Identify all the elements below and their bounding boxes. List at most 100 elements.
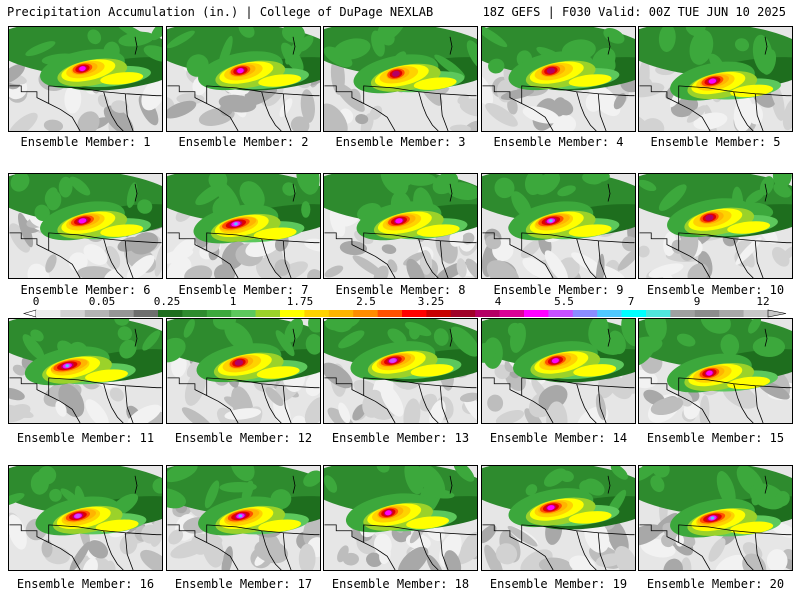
colorbar-swatch xyxy=(182,310,208,317)
member-label: Ensemble Member: 11 xyxy=(16,431,155,445)
precip-map xyxy=(324,466,477,570)
ensemble-panel-3 xyxy=(323,26,478,132)
member-label: Ensemble Member: 7 xyxy=(178,283,309,297)
ensemble-panel-17 xyxy=(166,465,321,571)
ensemble-panel-14 xyxy=(481,318,636,424)
colorbar-swatch xyxy=(694,310,720,317)
precip-map xyxy=(167,174,320,278)
colorbar-tick-label: 12 xyxy=(756,295,769,308)
precip-map xyxy=(482,466,635,570)
colorbar-swatch xyxy=(548,310,574,317)
ensemble-panel-12 xyxy=(166,318,321,424)
member-label: Ensemble Member: 2 xyxy=(178,135,309,149)
member-label: Ensemble Member: 9 xyxy=(493,283,624,297)
colorbar-swatch xyxy=(109,310,134,317)
colorbar-swatch xyxy=(719,310,744,317)
ensemble-panel-2 xyxy=(166,26,321,132)
colorbar-swatch xyxy=(206,310,232,317)
colorbar-swatch xyxy=(377,310,403,317)
ensemble-panel-7 xyxy=(166,173,321,279)
colorbar: 0 0.05 0.25 1 1.75 2.5 3.25 4 5.5 7 9 12 xyxy=(0,294,800,322)
member-label: Ensemble Member: 16 xyxy=(16,577,155,591)
ensemble-panel-11 xyxy=(8,318,163,424)
precip-map xyxy=(9,466,162,570)
ensemble-panel-13 xyxy=(323,318,478,424)
precip-map xyxy=(639,319,792,423)
ensemble-panel-16 xyxy=(8,465,163,571)
colorbar-tick-label: 5.5 xyxy=(554,295,574,308)
precip-map xyxy=(639,27,792,131)
colorbar-tick-label: 1.75 xyxy=(287,295,314,308)
ensemble-panel-19 xyxy=(481,465,636,571)
colorbar-swatch xyxy=(133,310,159,317)
colorbar-tick-label: 0.25 xyxy=(154,295,181,308)
colorbar-tick-label: 1 xyxy=(230,295,237,308)
colorbar-swatch xyxy=(353,310,378,317)
colorbar-arrow-left xyxy=(22,309,37,318)
member-label: Ensemble Member: 13 xyxy=(331,431,470,445)
member-label: Ensemble Member: 4 xyxy=(493,135,624,149)
member-label: Ensemble Member: 18 xyxy=(331,577,470,591)
ensemble-panel-18 xyxy=(323,465,478,571)
colorbar-swatch xyxy=(621,310,647,317)
colorbar-swatch xyxy=(36,310,61,317)
member-label: Ensemble Member: 15 xyxy=(646,431,785,445)
ensemble-panel-20 xyxy=(638,465,793,571)
colorbar-swatch xyxy=(280,310,305,317)
member-label: Ensemble Member: 17 xyxy=(174,577,313,591)
ensemble-panel-9 xyxy=(481,173,636,279)
colorbar-swatch xyxy=(328,310,354,317)
member-label: Ensemble Member: 14 xyxy=(489,431,628,445)
precip-map xyxy=(639,174,792,278)
colorbar-swatch xyxy=(475,310,500,317)
colorbar-swatch xyxy=(426,310,452,317)
colorbar-swatch xyxy=(572,310,598,317)
precip-map xyxy=(639,466,792,570)
colorbar-swatch xyxy=(304,310,330,317)
precip-map xyxy=(9,27,162,131)
ensemble-panel-1 xyxy=(8,26,163,132)
colorbar-tick-label: 0 xyxy=(33,295,40,308)
colorbar-tick-label: 4 xyxy=(495,295,502,308)
member-label: Ensemble Member: 1 xyxy=(20,135,151,149)
member-label: Ensemble Member: 6 xyxy=(20,283,151,297)
member-label: Ensemble Member: 20 xyxy=(646,577,785,591)
colorbar-swatch xyxy=(60,310,86,317)
ensemble-panel-8 xyxy=(323,173,478,279)
precip-map xyxy=(482,319,635,423)
colorbar-swatch xyxy=(158,310,183,317)
colorbar-swatch xyxy=(743,310,769,317)
colorbar-swatch xyxy=(84,310,110,317)
colorbar-swatch xyxy=(231,310,256,317)
colorbar-tick-label: 3.25 xyxy=(418,295,445,308)
precip-map xyxy=(324,27,477,131)
colorbar-tick-label: 9 xyxy=(694,295,701,308)
chart-title: Precipitation Accumulation (in.) | Colle… xyxy=(7,5,434,19)
precip-map xyxy=(9,174,162,278)
precip-map xyxy=(324,174,477,278)
member-label: Ensemble Member: 10 xyxy=(646,283,785,297)
colorbar-swatch xyxy=(255,310,281,317)
precip-map xyxy=(167,27,320,131)
colorbar-swatch xyxy=(597,310,622,317)
ensemble-panel-4 xyxy=(481,26,636,132)
colorbar-arrow-right xyxy=(767,309,787,318)
member-label: Ensemble Member: 19 xyxy=(489,577,628,591)
precip-map xyxy=(167,319,320,423)
colorbar-tick-label: 7 xyxy=(628,295,635,308)
colorbar-swatch xyxy=(402,310,427,317)
colorbar-tick-label: 0.05 xyxy=(89,295,116,308)
colorbar-swatch xyxy=(670,310,696,317)
ensemble-panel-6 xyxy=(8,173,163,279)
precip-map xyxy=(324,319,477,423)
precip-map xyxy=(9,319,162,423)
ensemble-panel-15 xyxy=(638,318,793,424)
colorbar-swatch xyxy=(450,310,476,317)
ensemble-panel-5 xyxy=(638,26,793,132)
member-label: Ensemble Member: 3 xyxy=(335,135,466,149)
colorbar-swatch xyxy=(646,310,671,317)
colorbar-swatch xyxy=(499,310,525,317)
colorbar-tick-label: 2.5 xyxy=(356,295,376,308)
precip-map xyxy=(167,466,320,570)
ensemble-panel-10 xyxy=(638,173,793,279)
